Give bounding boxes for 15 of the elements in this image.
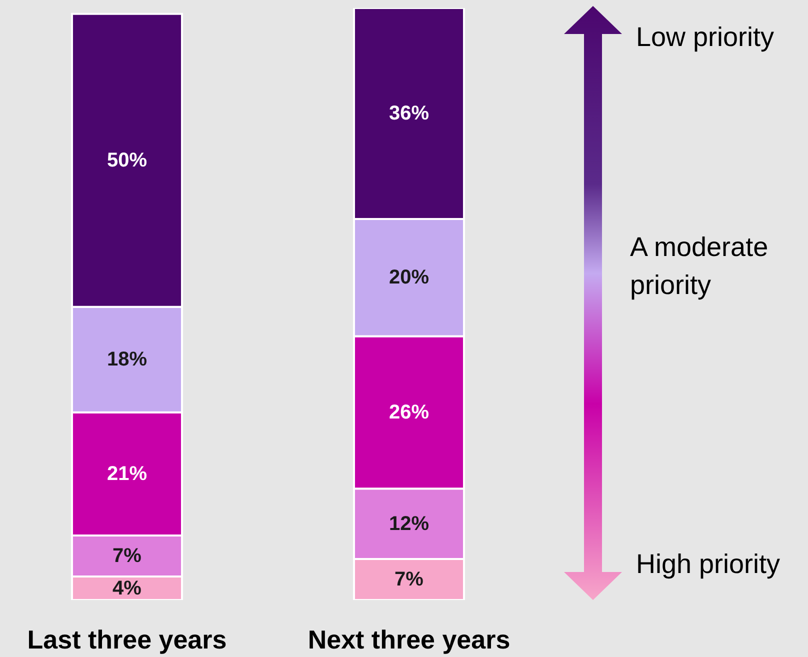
data-label: 4%: [112, 577, 142, 600]
text: A moderate priority: [630, 231, 770, 302]
text: High priority: [636, 548, 782, 581]
text: Low priority: [636, 21, 776, 54]
data-label: 7%: [394, 568, 424, 590]
data-label: 26%: [388, 401, 430, 424]
data-label: 50%: [106, 149, 148, 172]
data-label: 12%: [388, 512, 430, 535]
x-tick-label: Next three years: [308, 624, 510, 654]
data-label: 7%: [112, 545, 142, 568]
data-label: 20%: [388, 266, 430, 289]
data-label: 36%: [388, 102, 430, 125]
data-label: 21%: [106, 462, 148, 485]
x-tick-label: Last three years: [27, 624, 227, 654]
data-label: 18%: [106, 348, 148, 371]
